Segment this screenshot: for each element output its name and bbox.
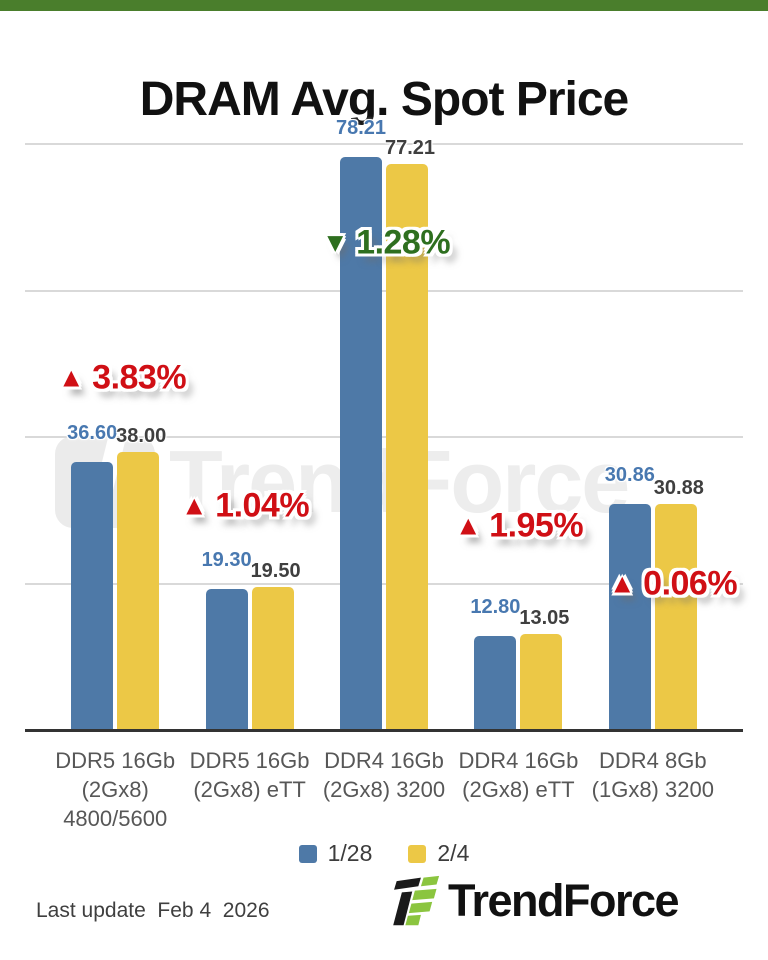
legend-swatch-yellow [408, 844, 427, 863]
bar-1/28 [608, 503, 651, 730]
up-triangle-icon: ▲ [454, 510, 482, 541]
last-update-text: Last update Feb 4 2026 [36, 899, 270, 922]
category-label: DDR4 8Gb (1Gx8) 3200 [591, 748, 714, 802]
change-badge: ▲ 3.83% [57, 358, 187, 398]
up-triangle-icon: ▲ [608, 568, 636, 599]
brand-name: TrendForce [448, 875, 680, 926]
value-label-2/4: 30.88 [653, 476, 704, 499]
up-triangle-icon: ▲ [180, 490, 208, 521]
change-badge: ▼ 1.28% [321, 223, 451, 263]
change-value: 1.04% [215, 486, 310, 525]
bar-1/28 [205, 588, 248, 730]
trendforce-logo-icon [393, 875, 440, 926]
bar-1/28 [474, 636, 517, 730]
legend-label-series-2: 2/4 [437, 840, 470, 866]
change-badge: ▲ 0.06% [608, 564, 738, 604]
legend: 1/28 2/4 [0, 840, 768, 867]
bar-2/4 [251, 587, 294, 730]
legend-item-series-2: 2/4 [408, 840, 469, 867]
category-label: DDR5 16Gb (2Gx8) eTT [189, 748, 310, 802]
category-label: DDR5 16Gb (2Gx8) 4800/5600 [55, 748, 176, 831]
bar-2/4 [654, 503, 697, 730]
legend-swatch-blue [298, 844, 317, 863]
change-badge: ▲ 1.95% [454, 506, 584, 546]
value-label-2/4: 77.21 [384, 137, 436, 160]
gridline-20 [25, 582, 743, 585]
value-label-2/4: 38.00 [116, 424, 167, 447]
category-label: DDR4 16Gb (2Gx8) eTT [458, 748, 579, 802]
gridline-60 [25, 289, 743, 292]
bar-1/28 [71, 461, 114, 730]
legend-label-series-1: 1/28 [327, 840, 373, 866]
value-label-1/28: 36.60 [67, 421, 118, 444]
category-label: DDR4 16Gb (2Gx8) 3200 [322, 748, 446, 802]
change-value: 3.83% [92, 358, 187, 397]
value-label-1/28: 78.21 [335, 117, 387, 140]
value-label-1/28: 19.30 [201, 548, 252, 571]
change-value: 1.95% [489, 506, 584, 545]
value-label-2/4: 13.05 [519, 607, 570, 630]
trendforce-logo: TrendForce [388, 874, 680, 928]
value-label-1/28: 12.80 [470, 596, 521, 619]
bar-2/4 [386, 164, 428, 730]
bar-2/4 [520, 634, 563, 730]
legend-item-series-1: 1/28 [298, 840, 373, 867]
value-label-1/28: 30.86 [604, 463, 655, 486]
gridline-80 [25, 143, 743, 145]
up-triangle-icon: ▲ [57, 362, 85, 393]
top-accent-bar [0, 0, 768, 11]
change-badge: ▲ 1.04% [180, 486, 310, 526]
bar-2/4 [117, 451, 160, 730]
down-triangle-icon: ▼ [321, 227, 349, 258]
value-label-2/4: 19.50 [250, 560, 301, 583]
change-value: 0.06% [643, 564, 738, 603]
change-value: 1.28% [356, 223, 451, 262]
bar-1/28 [340, 157, 382, 730]
x-axis-line [25, 729, 743, 732]
page-title: DRAM Avg. Spot Price [139, 73, 630, 127]
gridline-40 [25, 436, 743, 438]
